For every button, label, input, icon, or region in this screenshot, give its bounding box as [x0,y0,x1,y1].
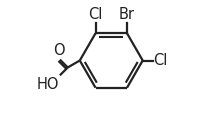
Text: O: O [53,43,65,58]
Text: Br: Br [119,7,135,22]
Text: Cl: Cl [88,7,103,22]
Text: HO: HO [37,77,59,92]
Text: Cl: Cl [154,53,168,68]
